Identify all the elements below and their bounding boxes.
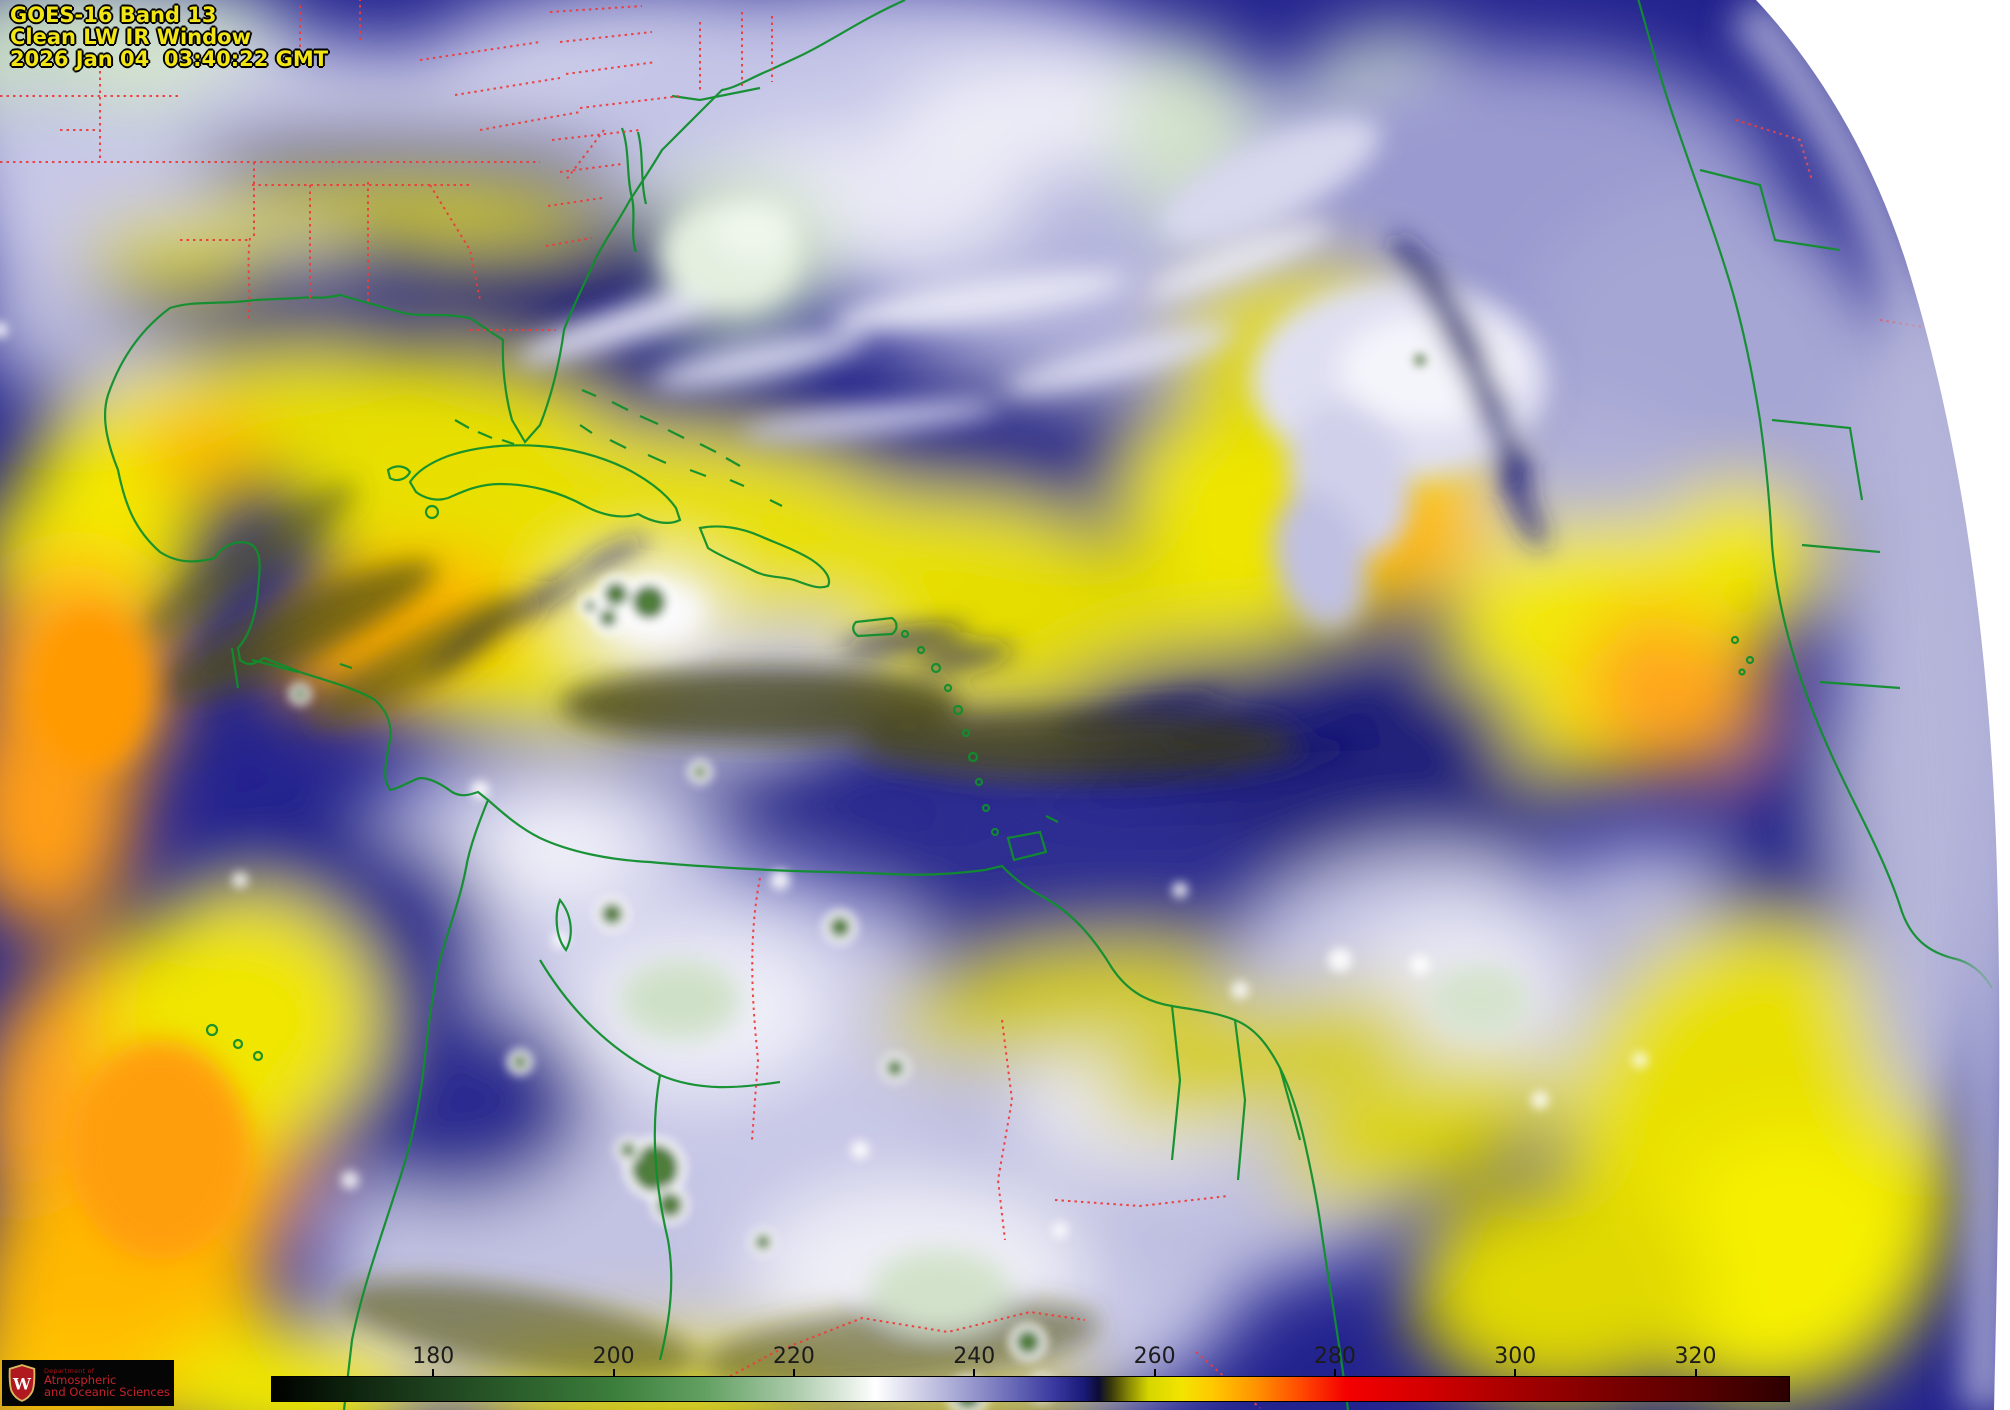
colorbar-tick-mark xyxy=(1153,1369,1156,1376)
colorbar-tick-mark xyxy=(1333,1369,1336,1376)
colorbar-tick-mark xyxy=(973,1369,976,1376)
earth-limb-glow xyxy=(1728,0,2010,1410)
logo-name-line1: Atmospheric xyxy=(44,1373,117,1388)
space-region xyxy=(1756,0,2010,1410)
colorbar-tick-label: 320 xyxy=(1674,1344,1717,1369)
political-borders xyxy=(0,0,1941,1409)
colorbar-tick-label: 280 xyxy=(1313,1344,1356,1369)
logo-dept-label: Department of xyxy=(44,1366,95,1375)
colorbar-tick-label: 180 xyxy=(412,1344,455,1369)
svg-text:W: W xyxy=(12,1375,32,1394)
colorbar-tick-mark xyxy=(1514,1369,1517,1376)
band-description: Clean LW IR Window xyxy=(10,25,251,49)
coastlines xyxy=(104,0,1993,1410)
satellite-title: GOES-16 Band 13 xyxy=(10,3,217,27)
colorbar-gradient xyxy=(271,1376,1790,1402)
colorbar-tick-label: 300 xyxy=(1494,1344,1537,1369)
colorbar-tick-mark xyxy=(432,1369,435,1376)
colorbar-tick-mark xyxy=(792,1369,795,1376)
colorbar-tick-label: 240 xyxy=(953,1344,996,1369)
annotation-header: GOES-16 Band 13 Clean LW IR Window 2026 … xyxy=(10,4,328,70)
colorbar: 180 200 220 240 260 280 300 320 xyxy=(271,1341,1790,1402)
colorbar-tick-mark xyxy=(612,1369,615,1376)
colorbar-tick-label: 260 xyxy=(1133,1344,1176,1369)
institution-logo: W Department of Atmospheric and Oceanic … xyxy=(2,1360,174,1406)
timestamp: 2026 Jan 04 03:40:22 GMT xyxy=(10,47,329,71)
logo-name-line2: and Oceanic Sciences xyxy=(44,1385,170,1400)
uw-crest-icon: W xyxy=(8,1364,36,1402)
colorbar-tick-mark xyxy=(1694,1369,1697,1376)
colorbar-tick-label: 200 xyxy=(592,1344,635,1369)
colorbar-tick-label: 220 xyxy=(772,1344,815,1369)
